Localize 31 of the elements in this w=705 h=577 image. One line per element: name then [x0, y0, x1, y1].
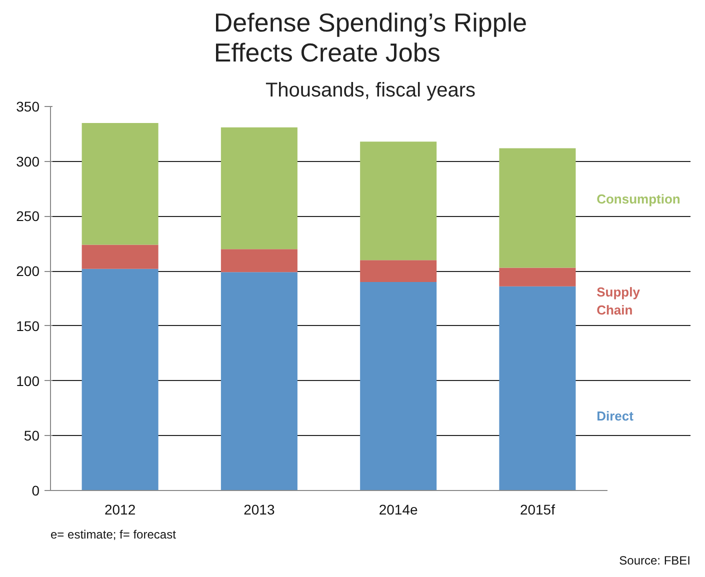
bar [360, 260, 437, 282]
y-tick-label: 350 [16, 98, 40, 114]
bar [360, 142, 437, 260]
y-tick-label: 0 [32, 482, 40, 498]
text: e= estimate; f= forecast [50, 528, 177, 542]
x-tick-label: 2012 [104, 502, 136, 518]
bar [499, 148, 576, 268]
y-tick-label: 200 [16, 263, 40, 280]
bar [220, 249, 298, 272]
x-tick-label: 2013 [244, 502, 275, 518]
bar [499, 286, 576, 490]
x-tick-label: 2015f [520, 502, 556, 518]
y-tick-label: 300 [16, 153, 40, 170]
series-label: Direct [596, 408, 634, 424]
series-label: Consumption [596, 192, 680, 207]
x-tick-label: 2014e [378, 502, 418, 518]
y-tick-label: 250 [16, 208, 40, 224]
chart-subtitle: Thousands, fiscal years [265, 80, 476, 102]
bar [220, 127, 298, 250]
bar [220, 272, 298, 490]
bar [82, 122, 158, 245]
bar [82, 244, 158, 269]
y-tick-label: 150 [16, 318, 40, 334]
bar [82, 268, 158, 490]
series-label: Supply Chain [596, 284, 641, 318]
y-tick-label: 100 [16, 372, 40, 389]
y-tick-label: 50 [24, 428, 40, 444]
bar [499, 268, 576, 286]
bar [360, 282, 437, 490]
chart-title: Defense Spending’s Ripple Effects Create Jobs [214, 8, 528, 68]
source-note: Source: FBEI [619, 554, 691, 568]
